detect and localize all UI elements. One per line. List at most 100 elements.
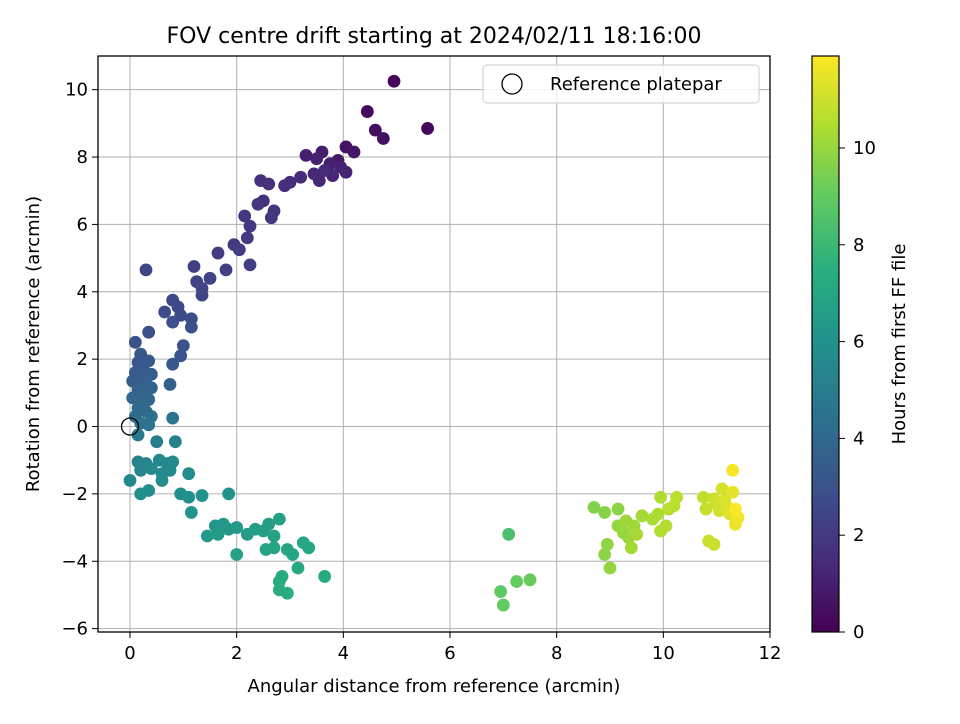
data-point: [603, 561, 617, 575]
colorbar-tick-label: 2: [853, 525, 864, 546]
y-axis-label: Rotation from reference (arcmin): [23, 196, 44, 492]
data-point: [176, 339, 190, 353]
data-point: [630, 527, 644, 541]
data-point: [144, 462, 158, 476]
data-point: [347, 145, 361, 159]
data-point: [699, 502, 713, 516]
legend-box: [482, 64, 760, 104]
data-point: [155, 474, 169, 487]
legend: Reference platepar: [482, 64, 760, 104]
data-point: [142, 418, 156, 432]
data-point: [142, 325, 156, 339]
data-point: [168, 435, 182, 449]
colorbar-tick-label: 4: [853, 428, 864, 449]
colorbar-tick-label: 10: [853, 138, 876, 159]
data-point: [368, 123, 382, 137]
data-point: [523, 573, 537, 587]
data-point: [510, 575, 524, 588]
data-point: [222, 487, 236, 501]
data-point: [254, 174, 268, 188]
data-point: [139, 263, 153, 277]
data-point: [318, 164, 332, 177]
data-point: [182, 490, 196, 504]
x-axis-ticks: 0 2 4 6 8 10 12: [124, 632, 781, 664]
x-tick-label: 10: [652, 643, 675, 664]
y-tick-label: 4: [77, 282, 88, 303]
data-point: [598, 506, 612, 519]
data-point: [184, 506, 198, 519]
data-point: [598, 548, 612, 561]
data-point: [715, 482, 729, 496]
data-point: [667, 499, 681, 513]
data-point: [134, 487, 148, 501]
x-tick-label: 12: [759, 643, 782, 664]
data-point: [163, 378, 177, 391]
data-point: [211, 527, 225, 541]
data-point: [128, 335, 142, 349]
y-tick-label: −6: [61, 619, 88, 640]
data-point: [659, 519, 673, 533]
data-point: [726, 463, 740, 477]
data-point: [219, 263, 233, 277]
data-point: [174, 349, 188, 363]
data-point: [166, 357, 180, 371]
data-point: [278, 179, 292, 193]
x-tick-label: 0: [124, 643, 135, 664]
data-point: [587, 500, 601, 514]
x-tick-label: 8: [551, 643, 562, 664]
data-point: [142, 393, 156, 406]
data-point: [262, 517, 276, 531]
data-point: [264, 211, 278, 225]
data-point: [334, 160, 348, 174]
y-tick-label: 6: [77, 214, 88, 235]
data-point: [267, 529, 281, 543]
data-point: [496, 598, 510, 612]
data-point: [163, 463, 177, 477]
colorbar-gradient: [811, 55, 840, 633]
y-axis-ticks: −6 −4 −2 0 2 4 6 8 10: [61, 80, 98, 640]
colorbar-ticks: 0 2 4 6 8 10: [839, 138, 876, 643]
x-tick-label: 4: [338, 643, 349, 664]
data-point: [294, 170, 308, 184]
data-point: [272, 512, 286, 526]
data-point: [232, 243, 246, 257]
plot-frame: [97, 55, 771, 633]
colorbar-label: Hours from first FF file: [889, 244, 910, 445]
data-point: [182, 467, 196, 481]
data-point: [134, 463, 148, 477]
colorbar-tick-label: 8: [853, 235, 864, 256]
x-tick-label: 6: [444, 643, 455, 664]
data-point: [360, 105, 374, 118]
data-point: [150, 435, 164, 449]
data-point: [195, 288, 209, 302]
data-point: [240, 231, 254, 245]
chart-title: FOV centre drift starting at 2024/02/11 …: [167, 24, 702, 49]
data-point: [299, 148, 313, 162]
y-tick-label: 0: [77, 417, 88, 438]
data-point: [494, 585, 508, 598]
data-point: [310, 152, 324, 166]
x-tick-label: 2: [231, 643, 242, 664]
colorbar-tick-label: 6: [853, 332, 864, 353]
reference-platepar-marker: [120, 417, 140, 436]
data-point: [251, 197, 265, 211]
y-tick-label: 10: [65, 80, 88, 101]
legend-entry-reference: Reference platepar: [550, 74, 722, 95]
data-point: [131, 428, 145, 442]
data-point: [243, 258, 257, 272]
data-point: [230, 521, 244, 534]
data-point: [654, 490, 668, 504]
data-point: [318, 570, 332, 583]
y-tick-label: −2: [61, 484, 88, 505]
data-point: [421, 122, 434, 135]
data-point: [166, 411, 180, 425]
y-tick-label: 8: [77, 147, 88, 168]
data-points: [123, 74, 745, 612]
data-point: [123, 474, 137, 487]
legend-reference-marker-icon: [501, 73, 523, 95]
data-point: [203, 271, 217, 285]
data-point: [243, 219, 257, 233]
data-point: [200, 529, 214, 543]
x-axis-label: Angular distance from reference (arcmin): [248, 676, 621, 697]
